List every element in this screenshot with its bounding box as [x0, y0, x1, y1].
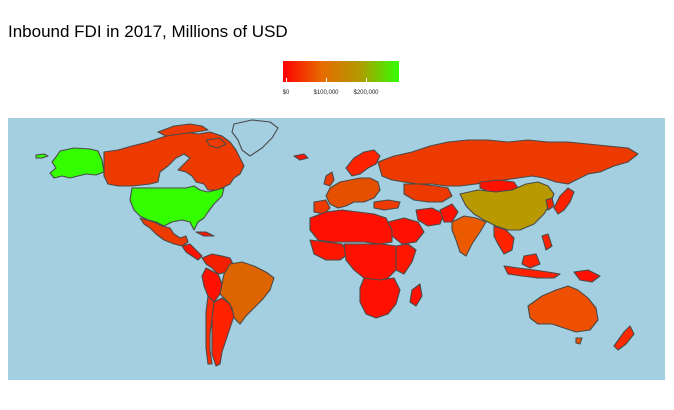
country-australia: [527, 285, 599, 333]
country-scandinavia: [345, 149, 381, 177]
country-argentina: [211, 297, 235, 367]
country-central-africa: [343, 243, 405, 283]
country-russia: [377, 139, 639, 187]
country-chile: [205, 295, 215, 365]
country-canada-islands: [157, 123, 209, 137]
country-alaska: [49, 147, 105, 179]
country-new-zealand: [613, 325, 635, 351]
legend-gradient-bar: [283, 61, 399, 82]
country-cuba: [195, 231, 215, 237]
country-pakistan: [439, 203, 459, 223]
country-southern-africa: [359, 277, 401, 319]
legend-label-1: $100,000: [313, 90, 339, 96]
country-borneo: [521, 253, 541, 269]
country-india: [451, 215, 487, 257]
country-mexico: [139, 217, 189, 247]
country-china: [459, 181, 555, 231]
country-japan: [553, 187, 575, 215]
country-southeast-asia: [493, 225, 515, 255]
color-legend: $0 $100,000 $200,000: [283, 61, 399, 101]
country-iberia: [313, 199, 331, 215]
legend-tick-2: [366, 78, 367, 82]
map-title: Inbound FDI in 2017, Millions of USD: [8, 22, 288, 41]
country-north-africa: [309, 209, 393, 245]
country-west-africa: [309, 239, 349, 261]
country-saudi-arabia: [387, 217, 425, 245]
legend-tick-1: [326, 78, 327, 82]
country-europe: [325, 177, 381, 209]
country-philippines: [541, 233, 553, 251]
country-east-africa: [395, 243, 417, 275]
country-new-guinea: [573, 269, 601, 283]
country-tasmania: [575, 337, 583, 345]
country-greenland: [231, 119, 279, 157]
legend-label-0: $0: [282, 90, 290, 96]
country-aleutians: [35, 153, 49, 159]
country-canada-island2: [205, 137, 227, 149]
country-korea: [545, 197, 555, 211]
country-iceland: [293, 153, 309, 161]
world-map-svg: [35, 119, 639, 367]
country-iran: [415, 207, 445, 227]
world-map: [8, 118, 665, 380]
legend-tick-0: [286, 78, 287, 82]
legend-label-2: $200,000: [353, 90, 379, 96]
country-turkey: [373, 199, 401, 211]
country-united-kingdom: [323, 171, 335, 187]
country-kazakhstan: [403, 183, 453, 203]
country-indonesia: [503, 265, 561, 279]
country-central-america: [181, 243, 203, 261]
country-madagascar: [409, 283, 423, 307]
